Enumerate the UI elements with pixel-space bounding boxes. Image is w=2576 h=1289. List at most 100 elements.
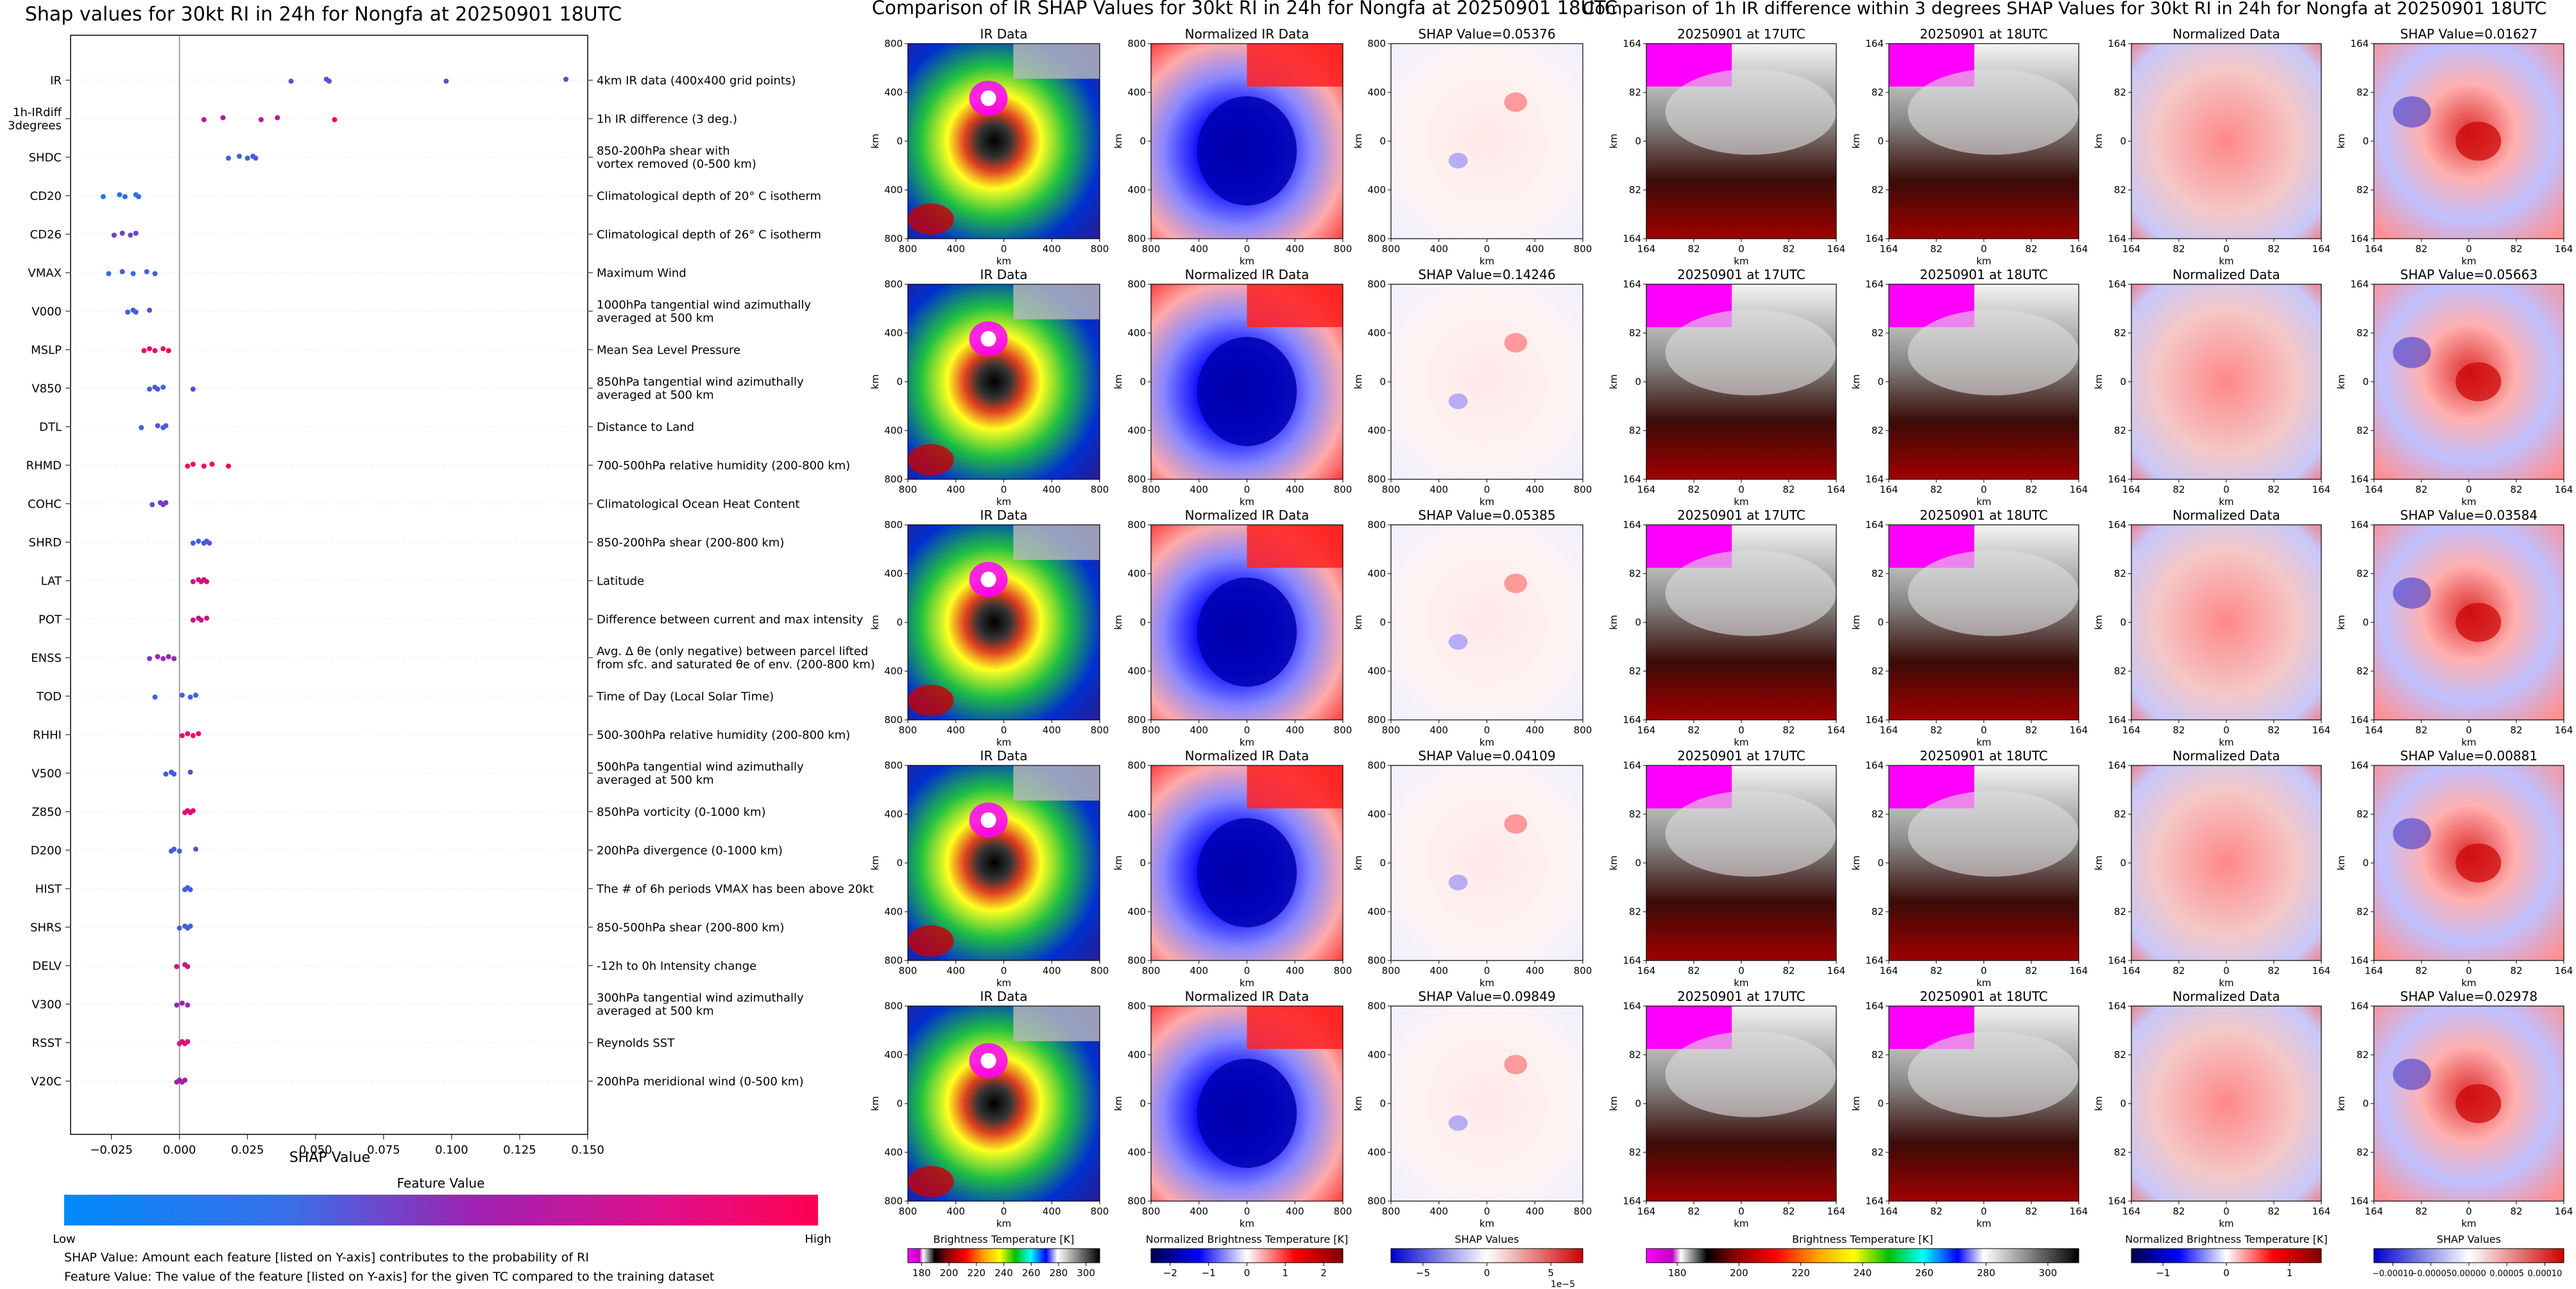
x-tick-label: 400 (1043, 1206, 1061, 1217)
x-tick-label: 82 (1782, 965, 1795, 977)
feature-description-line: Maximum Wind (597, 266, 687, 280)
panel-title: 20250901 at 17UTC (1677, 26, 1805, 42)
shap-point (125, 309, 131, 315)
shap-point (152, 271, 158, 277)
land-region (1013, 525, 1100, 560)
feature-description: Climatological depth of 26° C isotherm (597, 228, 821, 241)
y-tick-label: 800 (1127, 714, 1146, 726)
y-tick-label: 82 (1629, 87, 1641, 98)
x-tick-label: 164 (2312, 965, 2331, 977)
shap-point (190, 461, 196, 467)
x-tick-label: 82 (1930, 243, 1942, 255)
y-axis-label: km (869, 615, 881, 629)
x-tick-label: 82 (1930, 724, 1942, 736)
x-tick-label: 400 (1043, 724, 1061, 736)
y-tick-label: 0 (2362, 1098, 2369, 1109)
colorbar-label: SHAP Values (2437, 1233, 2501, 1245)
feature-description-line: Mean Sea Level Pressure (597, 343, 740, 357)
y-tick-label: 400 (884, 906, 903, 918)
x-axis-label: km (996, 1218, 1011, 1229)
colorbar-tick-label: 180 (1668, 1267, 1687, 1279)
panel-title: SHAP Value=0.14246 (1418, 267, 1555, 282)
y-axis-label: km (1850, 615, 1862, 629)
x-tick-label: 82 (2510, 1206, 2522, 1217)
y-tick-label: 164 (2108, 955, 2126, 966)
beeswarm-feature-descriptions: 4km IR data (400x400 grid points) 1h IR d… (588, 74, 875, 1088)
y-tick-label: 164 (2350, 278, 2369, 290)
panel-title: 20250901 at 18UTC (1920, 267, 2048, 282)
panel-image (2131, 1006, 2321, 1201)
feature-label-line: 3degrees (8, 119, 62, 133)
x-tick-label: 800 (1091, 724, 1109, 736)
colorbar-label: Brightness Temperature [K] (1792, 1233, 1933, 1245)
feature-label: RHMD (26, 459, 62, 472)
y-tick-label: 0 (1635, 1098, 1641, 1109)
panel-title: SHAP Value=0.00881 (2400, 748, 2538, 764)
shap-point (155, 654, 160, 660)
shap-positive (2455, 602, 2502, 642)
x-tick-label: 400 (1526, 1206, 1544, 1217)
x-tick-label: 0.100 (435, 1143, 468, 1157)
y-tick-label: 164 (2350, 760, 2369, 771)
y-tick-label: 800 (1367, 278, 1386, 290)
feature-description-line: -12h to 0h Intensity change (597, 959, 756, 973)
warm-anomaly (1247, 765, 1343, 808)
y-tick-label: 164 (1865, 278, 1884, 290)
panel-image (1391, 44, 1583, 239)
shap-point (171, 656, 177, 662)
y-axis-label: km (2335, 374, 2347, 389)
y-tick-label: 164 (2350, 474, 2369, 485)
x-tick-label: 800 (1574, 243, 1592, 255)
y-tick-label: 164 (1865, 474, 1884, 485)
x-tick-label: 0 (1981, 484, 1987, 495)
feature-description: 300hPa tangential wind azimuthally averag… (597, 991, 804, 1018)
shap-point (147, 346, 153, 352)
x-tick-label: 82 (1687, 965, 1700, 977)
colorbar-tick-label: 300 (2039, 1267, 2058, 1279)
x-tick-label: 400 (1429, 484, 1448, 495)
colorbar-tick-label: 0.00005 (2489, 1269, 2524, 1279)
feature-label-line: SHRS (30, 921, 62, 934)
shap-point (136, 194, 142, 200)
ir-comparison-section: Comparison of IR SHAP Values for 30kt RI… (869, 0, 1617, 1289)
y-tick-label: 0 (1635, 376, 1641, 388)
colorbar (2373, 1248, 2564, 1263)
y-tick-label: 0 (896, 617, 903, 628)
x-axis-label: km (2219, 1218, 2233, 1229)
feature-label: POT (38, 613, 62, 626)
x-tick-label: 400 (1429, 243, 1448, 255)
y-tick-label: 800 (1127, 760, 1146, 771)
y-tick-label: 82 (1872, 568, 1884, 579)
y-tick-label: 0 (1379, 135, 1386, 147)
y-tick-label: 164 (2350, 233, 2369, 244)
shap-point (187, 694, 193, 700)
x-tick-label: 164 (2122, 243, 2141, 255)
y-tick-label: 82 (1629, 568, 1641, 579)
colorbar-tick-label: 280 (1977, 1267, 1995, 1279)
x-tick-label: 82 (1930, 1206, 1942, 1217)
shap-point (152, 348, 158, 354)
x-tick-label: 164 (2555, 484, 2573, 495)
x-tick-label: 82 (2172, 965, 2185, 977)
y-tick-label: 82 (1629, 1147, 1641, 1158)
shap-point (163, 771, 169, 777)
feature-description: 850hPa vorticity (0-1000 km) (597, 805, 766, 819)
y-tick-label: 0 (1635, 135, 1641, 147)
feature-description: 1000hPa tangential wind azimuthally avera… (597, 298, 811, 325)
x-axis-label: km (2219, 496, 2233, 508)
feature-label: LAT (41, 574, 62, 588)
feature-label: V000 (31, 305, 62, 318)
feature-label-line: COHC (28, 497, 62, 511)
x-tick-label: 82 (1782, 243, 1795, 255)
x-axis-label: km (1480, 737, 1494, 748)
feature-description: Difference between current and max inten… (597, 613, 864, 626)
y-tick-label: 400 (1367, 425, 1386, 436)
feature-label-line: DTL (39, 420, 62, 434)
x-tick-label: 400 (1286, 724, 1304, 736)
y-axis-label: km (869, 855, 881, 870)
x-tick-label: 800 (1574, 1206, 1592, 1217)
